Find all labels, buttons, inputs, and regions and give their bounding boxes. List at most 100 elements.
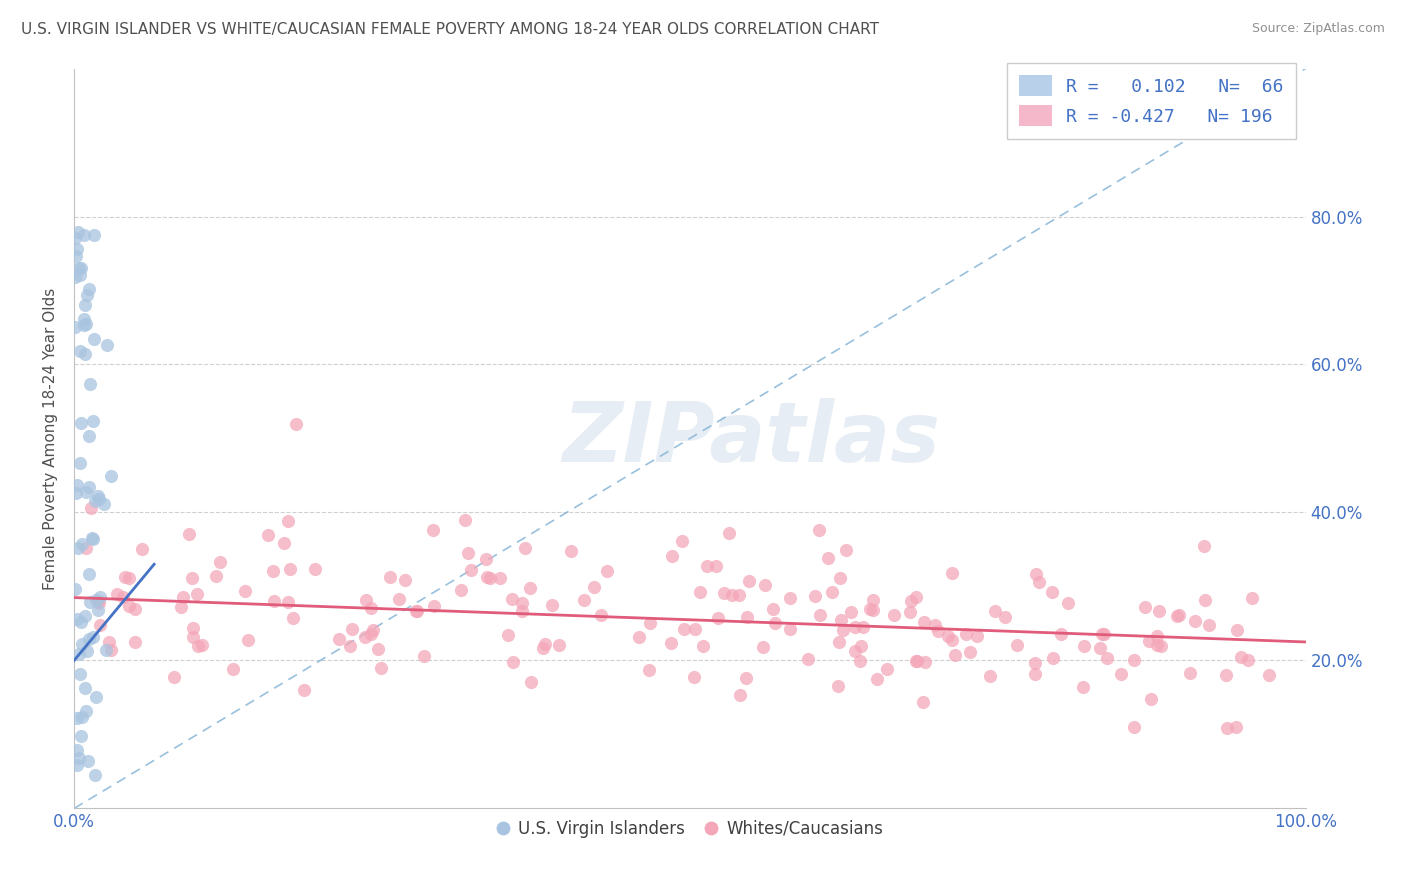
Point [596,565,619,579]
Point [66,242,89,256]
Point [69,261,91,276]
Point [966,629,988,643]
Point [118,571,141,585]
Point [181,621,204,635]
Point [80,501,103,516]
Point [76,643,98,657]
Point [86,594,108,608]
Point [959,645,981,659]
Point [1122,720,1144,734]
Text: U.S. VIRGIN ISLANDER VS WHITE/CAUCASIAN FEMALE POVERTY AMONG 18-24 YEAR OLDS COR: U.S. VIRGIN ISLANDER VS WHITE/CAUCASIAN … [21,22,879,37]
Point [898,606,921,620]
Point [273,536,295,550]
Point [394,573,416,587]
Point [883,608,905,623]
Point [979,669,1001,683]
Point [340,622,363,636]
Point [866,672,889,686]
Point [360,626,382,640]
Point [67,261,90,276]
Point [339,639,361,653]
Point [69,456,91,470]
Point [659,636,682,650]
Point [638,615,661,630]
Point [914,655,936,669]
Point [187,640,209,654]
Point [1057,596,1080,610]
Point [531,640,554,655]
Point [941,566,963,581]
Point [96,338,118,352]
Point [354,630,377,644]
Point [222,662,245,676]
Point [510,604,533,618]
Point [354,592,377,607]
Point [779,623,801,637]
Point [186,587,208,601]
Point [70,416,93,430]
Point [84,494,107,508]
Point [75,681,97,696]
Point [370,661,392,675]
Point [1230,649,1253,664]
Point [82,414,104,428]
Point [994,610,1017,624]
Point [912,615,935,629]
Point [75,541,97,556]
Point [831,623,853,637]
Point [704,558,727,573]
Point [1005,638,1028,652]
Point [163,670,186,684]
Point [692,639,714,653]
Point [238,632,260,647]
Point [72,710,94,724]
Point [80,532,103,546]
Point [77,567,100,582]
Point [1226,623,1249,637]
Point [75,298,97,312]
Point [713,585,735,599]
Point [728,688,751,702]
Point [284,417,307,431]
Point [114,570,136,584]
Point [738,574,761,588]
Point [278,562,301,576]
Point [672,622,695,636]
Point [501,591,523,606]
Point [277,514,299,528]
Point [797,652,820,666]
Point [1240,591,1263,606]
Point [849,639,872,653]
Point [1237,653,1260,667]
Point [807,524,830,538]
Point [683,669,706,683]
Point [84,690,107,705]
Point [1040,585,1063,599]
Point [689,585,711,599]
Point [1198,617,1220,632]
Point [79,595,101,609]
Point [803,589,825,603]
Point [208,555,231,569]
Point [900,594,922,608]
Point [520,675,543,690]
Point [76,484,98,499]
Y-axis label: Female Poverty Among 18-24 Year Olds: Female Poverty Among 18-24 Year Olds [44,287,58,590]
Point [181,630,204,644]
Point [422,523,444,537]
Point [572,593,595,607]
Point [73,318,96,332]
Point [502,655,524,669]
Point [413,648,436,663]
Point [955,626,977,640]
Point [1042,650,1064,665]
Point [75,347,97,361]
Point [292,682,315,697]
Legend: U.S. Virgin Islanders, Whites/Caucasians: U.S. Virgin Islanders, Whites/Caucasians [489,814,890,845]
Point [1194,592,1216,607]
Point [839,605,862,619]
Point [124,635,146,649]
Point [762,602,785,616]
Point [734,671,756,685]
Point [754,578,776,592]
